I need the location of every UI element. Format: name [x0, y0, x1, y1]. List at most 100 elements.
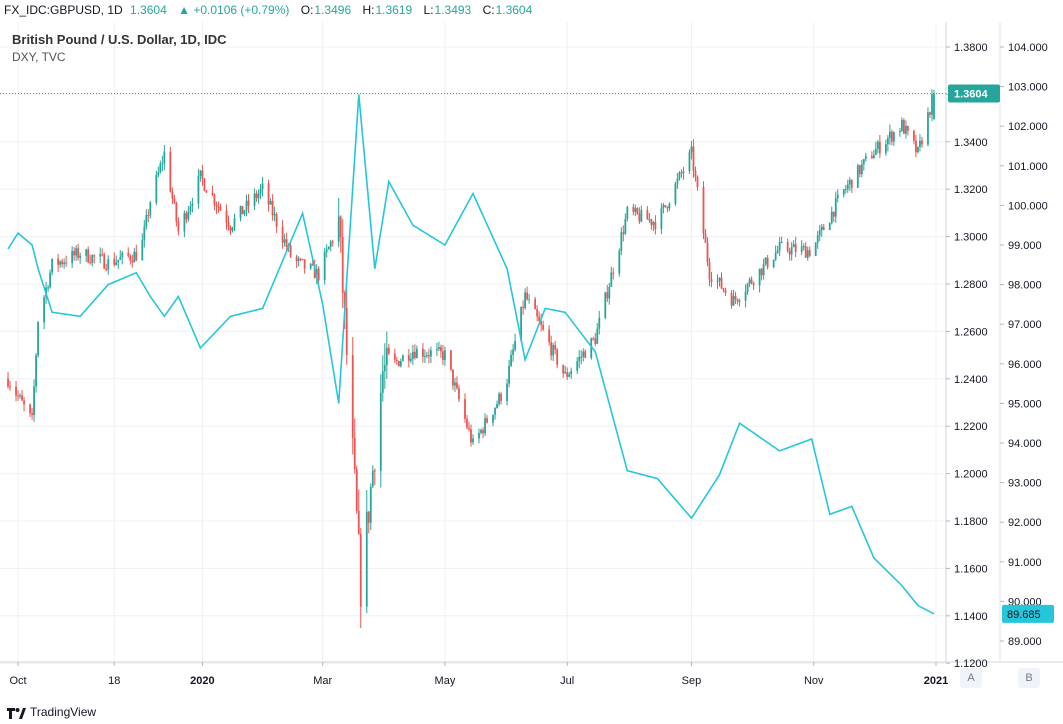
candle-body	[506, 383, 508, 402]
candle-body	[157, 172, 160, 175]
candle-body	[760, 268, 763, 276]
candle-body	[141, 239, 144, 261]
overlay-series-legend[interactable]: DXY, TVC	[12, 50, 66, 64]
price-tick-label: 1.2200	[954, 421, 988, 433]
candle-body	[556, 349, 559, 365]
candle-body	[550, 342, 553, 356]
candle-body	[345, 308, 348, 356]
candle-body	[371, 470, 374, 487]
candle-body	[542, 324, 545, 330]
candle-body	[746, 283, 749, 292]
candle-body	[568, 374, 571, 377]
candle-body	[929, 112, 931, 115]
candle-body	[514, 340, 516, 350]
candle-body	[612, 272, 615, 274]
dxy-tick-label: 102.000	[1008, 121, 1048, 133]
candle-body	[103, 254, 106, 269]
candle-body	[131, 260, 134, 263]
candle-body	[105, 268, 108, 270]
last-price-tag-label: 1.3604	[954, 88, 989, 100]
time-tick-label: 18	[108, 675, 120, 687]
candle-body	[135, 251, 138, 261]
candle-body	[456, 382, 458, 389]
main-series-legend[interactable]: British Pound / U.S. Dollar, 1D, IDC	[12, 32, 227, 47]
candle-body	[758, 268, 761, 286]
candle-body	[145, 215, 148, 227]
candle-body	[792, 244, 795, 248]
overlay-scale-button[interactable]: B	[1018, 668, 1040, 688]
high-label: H:	[362, 3, 375, 17]
candle-body	[413, 351, 416, 359]
price-tick-label: 1.3000	[954, 232, 988, 244]
candle-body	[844, 188, 847, 190]
candle-body	[696, 176, 699, 188]
candle-body	[129, 255, 132, 261]
candle-body	[93, 255, 96, 257]
chart-grid	[0, 22, 946, 664]
candle-body	[397, 361, 400, 367]
candle-body	[147, 215, 150, 217]
dxy-tick-label: 101.000	[1008, 161, 1048, 173]
candle-body	[101, 254, 104, 256]
candle-body	[907, 125, 909, 131]
candle-body	[554, 345, 557, 350]
candle-body	[650, 219, 653, 225]
symbol-label[interactable]: FX_IDC:GBPUSD, 1D	[4, 3, 123, 17]
candle-body	[231, 227, 234, 231]
candle-body	[858, 165, 861, 175]
candle-body	[870, 156, 873, 159]
candle-body	[708, 262, 711, 280]
auto-scale-button[interactable]: A	[960, 668, 982, 688]
gbpusd-candles	[7, 89, 935, 629]
candle-body	[133, 251, 136, 263]
candle-body	[822, 226, 825, 230]
candle-body	[379, 392, 382, 471]
price-chart[interactable]: 1.38001.36001.34001.32001.30001.28001.26…	[0, 0, 1063, 700]
candle-body	[351, 355, 354, 438]
price-tick-label: 1.1800	[954, 516, 988, 528]
candle-body	[892, 132, 895, 142]
candle-body	[674, 183, 677, 204]
last-price: 1.3604	[130, 3, 167, 17]
candle-body	[426, 355, 428, 357]
candle-body	[522, 306, 525, 309]
candle-body	[317, 268, 320, 281]
dxy-tick-label: 97.000	[1008, 319, 1042, 331]
candle-body	[534, 299, 537, 310]
candle-body	[89, 262, 92, 264]
candle-body	[512, 349, 514, 355]
candle-body	[774, 252, 777, 260]
candle-body	[61, 261, 64, 265]
candle-body	[598, 317, 601, 329]
dxy-tick-label: 91.000	[1008, 557, 1042, 569]
price-tick-label: 1.1600	[954, 563, 988, 575]
candle-body	[285, 239, 288, 247]
candle-body	[337, 216, 340, 242]
candle-body	[860, 164, 863, 175]
candle-body	[594, 338, 597, 344]
candle-body	[592, 338, 595, 340]
candle-body	[325, 249, 328, 252]
candle-body	[113, 259, 116, 265]
candle-body	[444, 350, 446, 360]
candle-body	[482, 429, 484, 434]
candle-body	[734, 296, 737, 300]
candle-body	[508, 365, 510, 384]
candle-body	[359, 533, 362, 607]
candle-body	[428, 355, 430, 357]
candle-body	[79, 255, 82, 258]
dxy-last-tag-label: 89.685	[1007, 609, 1041, 621]
candle-body	[832, 211, 835, 217]
last-price-tag	[948, 84, 1000, 103]
open-value: 1.3496	[314, 3, 352, 17]
candle-body	[678, 172, 681, 179]
candle-body	[9, 386, 11, 388]
candle-body	[381, 371, 384, 393]
candle-body	[494, 407, 496, 415]
candle-body	[383, 365, 386, 372]
candle-body	[470, 429, 472, 443]
candle-body	[183, 213, 186, 232]
candle-body	[786, 241, 789, 251]
candle-body	[189, 206, 192, 212]
tradingview-logo[interactable]: TradingView	[6, 704, 96, 720]
